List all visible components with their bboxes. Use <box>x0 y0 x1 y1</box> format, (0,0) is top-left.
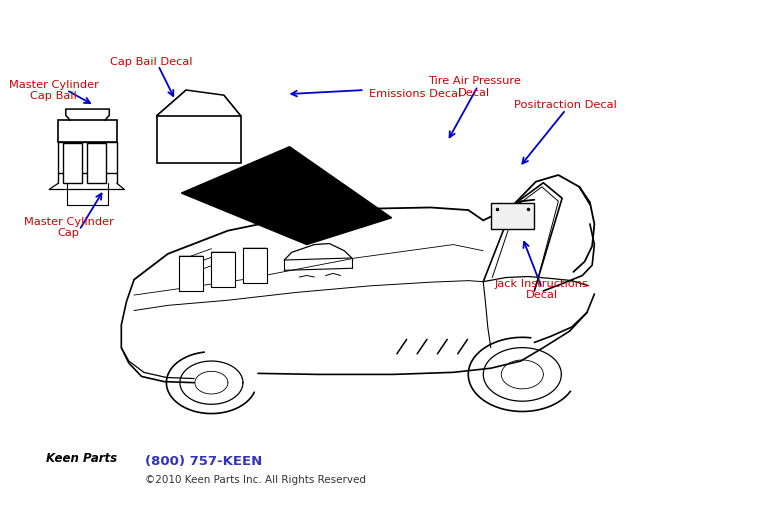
Text: Master Cylinder
Cap: Master Cylinder Cap <box>24 217 114 238</box>
Bar <box>156 116 241 163</box>
Text: Emissions Decal: Emissions Decal <box>369 89 461 99</box>
Bar <box>243 248 267 283</box>
Bar <box>212 252 236 287</box>
Text: Master Cylinder
Cap Bail: Master Cylinder Cap Bail <box>8 80 99 102</box>
Text: Keen Parts: Keen Parts <box>46 452 117 465</box>
Bar <box>59 120 117 142</box>
Bar <box>490 204 534 229</box>
Text: (800) 757-KEEN: (800) 757-KEEN <box>146 455 263 468</box>
Text: ©2010 Keen Parts Inc. All Rights Reserved: ©2010 Keen Parts Inc. All Rights Reserve… <box>146 474 367 485</box>
Polygon shape <box>182 147 392 244</box>
Text: Tire Air Pressure
Decal: Tire Air Pressure Decal <box>428 76 521 98</box>
Bar <box>87 143 106 183</box>
Bar <box>179 256 203 291</box>
Text: Jack Instructions
Decal: Jack Instructions Decal <box>495 279 589 300</box>
Text: Positraction Decal: Positraction Decal <box>514 100 618 110</box>
Bar <box>62 143 82 183</box>
Text: Cap Bail Decal: Cap Bail Decal <box>110 56 192 66</box>
